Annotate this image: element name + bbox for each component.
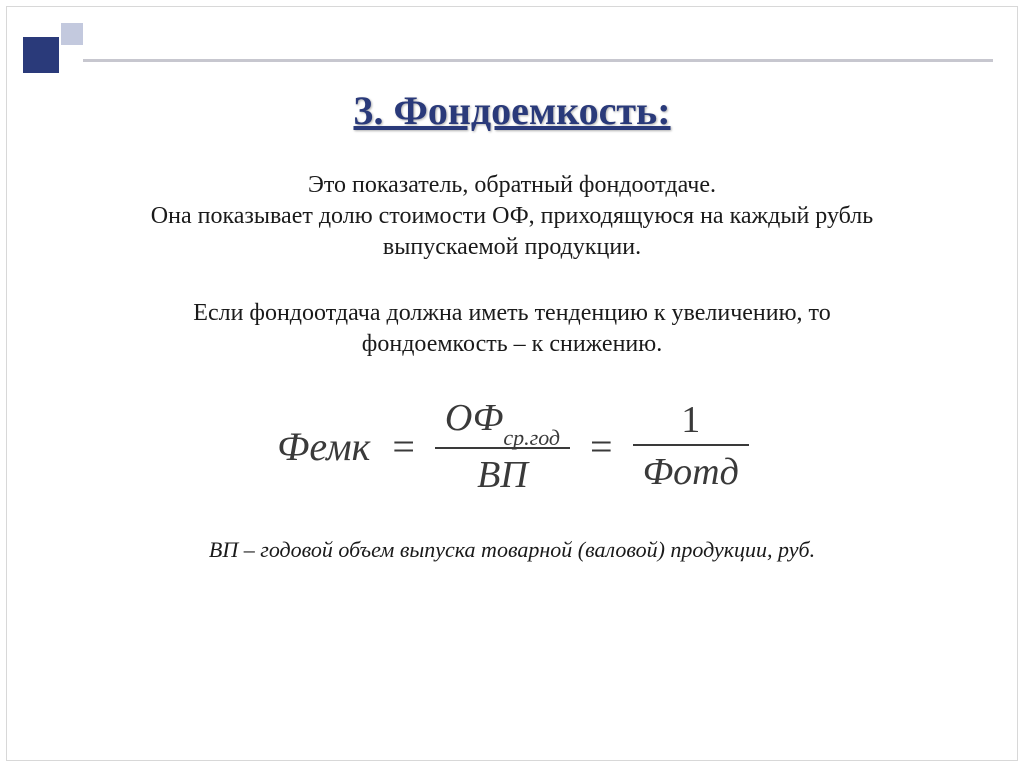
square-small xyxy=(61,23,83,45)
legend: ВП – годовой объем выпуска товарной (вал… xyxy=(7,537,1017,563)
equals-sign-1: = xyxy=(380,423,427,470)
para1-line3: выпускаемой продукции. xyxy=(383,234,641,260)
frac2-numerator: 1 xyxy=(671,398,710,444)
paragraph-definition: Это показатель, обратный фондоотдаче. Он… xyxy=(67,170,957,264)
paragraph-trend: Если фондоотдача должна иметь тенденцию … xyxy=(67,298,957,360)
formula-lhs: Фемк xyxy=(267,423,380,470)
fraction-2: 1 Фотд xyxy=(625,398,757,494)
slide-frame: 3. Фондоемкость: Это показатель, обратны… xyxy=(6,6,1018,761)
formula: Фемк = ОФср.год ВП = 1 Фотд xyxy=(7,396,1017,497)
frac1-num-subscript: ср.год xyxy=(503,425,560,450)
frac1-denominator: ВП xyxy=(435,447,570,497)
frac1-numerator: ОФср.год xyxy=(435,396,570,447)
horizontal-rule xyxy=(83,59,993,62)
para1-line2: Она показывает долю стоимости ОФ, приход… xyxy=(151,203,873,229)
fraction-1: ОФср.год ВП xyxy=(427,396,578,497)
para2-line1: Если фондоотдача должна иметь тенденцию … xyxy=(193,300,830,326)
para1-line1: Это показатель, обратный фондоотдаче. xyxy=(308,172,716,198)
equals-sign-2: = xyxy=(578,423,625,470)
para2-line2: фондоемкость – к снижению. xyxy=(362,331,662,357)
square-big xyxy=(23,37,59,73)
frac2-denominator: Фотд xyxy=(633,444,749,494)
slide-title: 3. Фондоемкость: xyxy=(7,87,1017,134)
frac1-num-main: ОФ xyxy=(445,397,503,439)
